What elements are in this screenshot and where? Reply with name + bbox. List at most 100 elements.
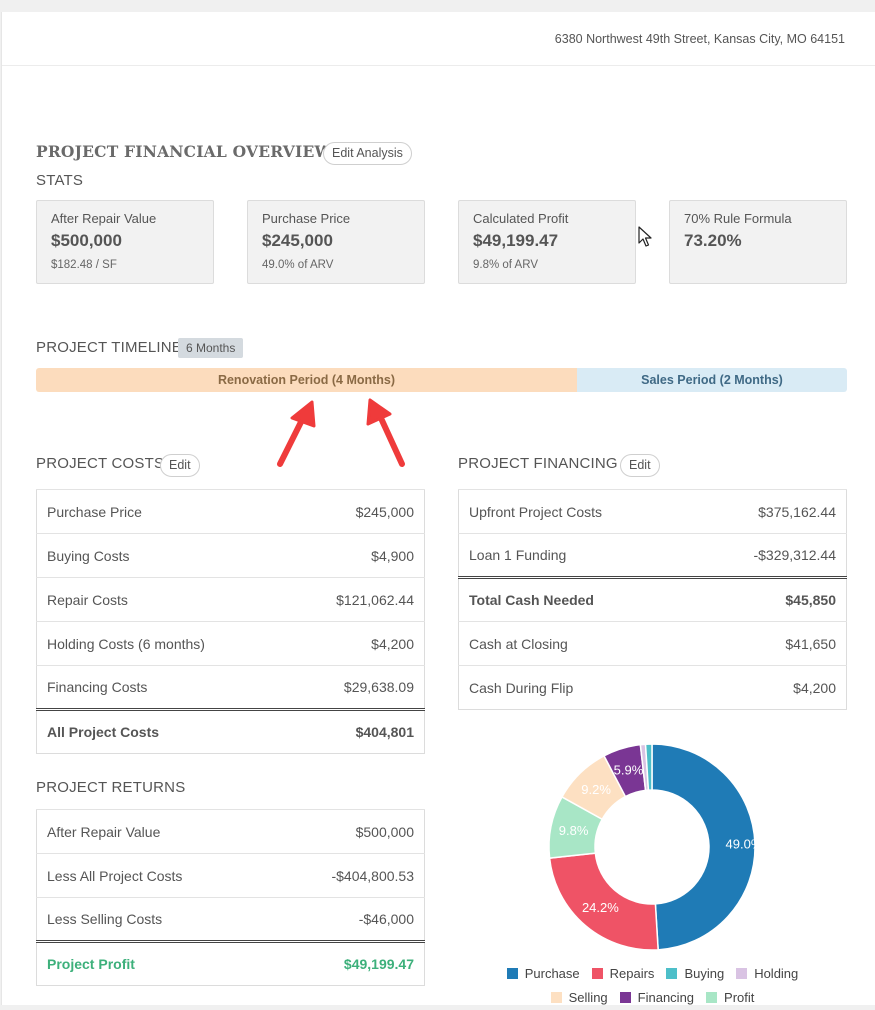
project-timeline-bar: Renovation Period (4 Months) Sales Perio…	[36, 368, 847, 392]
legend-item-purchase[interactable]: Purchase	[506, 962, 580, 985]
project-financing-title: PROJECT FINANCING	[458, 455, 618, 472]
legend-swatch	[506, 968, 518, 979]
table-row: Repair Costs $121,062.44	[36, 577, 425, 622]
red-arrow-icon	[277, 400, 316, 467]
row-value: $245,000	[286, 489, 425, 534]
row-label: Loan 1 Funding	[458, 533, 691, 578]
stat-card-calculated-profit: Calculated Profit $49,199.47 9.8% of ARV	[458, 200, 636, 284]
table-row: Upfront Project Costs $375,162.44	[458, 489, 847, 534]
row-value: $29,638.09	[286, 665, 425, 710]
stat-sub: $182.48 / SF	[51, 259, 117, 271]
row-label: Less All Project Costs	[36, 853, 271, 898]
slice-purchase[interactable]	[651, 743, 756, 951]
legend-label: Holding	[754, 966, 799, 981]
slice-buying[interactable]	[644, 743, 653, 791]
table-row: After Repair Value $500,000	[36, 809, 425, 854]
row-value: $500,000	[270, 809, 425, 854]
stat-card-70-rule: 70% Rule Formula 73.20%	[669, 200, 847, 284]
legend-item-financing[interactable]: Financing	[619, 986, 695, 1009]
row-value: $404,801	[286, 708, 425, 754]
page-title: PROJECT FINANCIAL OVERVIEW	[36, 142, 333, 161]
row-label: Total Cash Needed	[458, 576, 691, 622]
stat-label: Purchase Price	[262, 211, 351, 226]
property-address: 6380 Northwest 49th Street, Kansas City,…	[554, 31, 845, 46]
legend-row: Selling Financing Profit	[458, 986, 847, 1010]
stat-card-arv: After Repair Value $500,000 $182.48 / SF	[36, 200, 214, 284]
row-label: Holding Costs (6 months)	[36, 621, 287, 666]
edit-analysis-button[interactable]: Edit Analysis	[323, 142, 412, 165]
data-label-profit: 9.8%	[559, 823, 589, 838]
total-row: All Project Costs $404,801	[36, 708, 425, 754]
row-value: $45,850	[690, 576, 847, 622]
stat-sub: 49.0% of ARV	[262, 259, 334, 271]
legend-swatch	[619, 992, 631, 1003]
project-financing-table: Upfront Project Costs $375,162.44 Loan 1 …	[458, 489, 847, 710]
data-label-selling: 9.2%	[581, 782, 611, 797]
row-label: After Repair Value	[36, 809, 271, 854]
edit-costs-button[interactable]: Edit	[160, 454, 200, 477]
row-value: $4,200	[286, 621, 425, 666]
legend-swatch	[736, 968, 748, 979]
legend-item-buying[interactable]: Buying	[666, 962, 724, 985]
row-label: Cash During Flip	[458, 665, 691, 710]
row-label: Buying Costs	[36, 533, 287, 578]
legend-item-selling[interactable]: Selling	[550, 986, 608, 1009]
page: 6380 Northwest 49th Street, Kansas City,…	[1, 12, 875, 1005]
project-costs-table: Purchase Price $245,000 Buying Costs $4,90…	[36, 489, 425, 754]
stat-value: $49,199.47	[473, 231, 559, 250]
row-label: Project Profit	[36, 940, 271, 986]
slice-repairs[interactable]	[548, 852, 659, 951]
legend-item-holding[interactable]: Holding	[736, 962, 798, 985]
timeline-title: PROJECT TIMELINE	[36, 339, 183, 356]
chart-legend: Purchase Repairs Buying Holding Selling Finan…	[458, 962, 847, 1010]
legend-row: Purchase Repairs Buying Holding	[458, 962, 847, 986]
row-label: Purchase Price	[36, 489, 287, 534]
timeline-months-badge: 6 Months	[178, 338, 244, 358]
row-value: -$46,000	[270, 897, 425, 942]
table-row: Holding Costs (6 months) $4,200	[36, 621, 425, 666]
legend-label: Purchase	[524, 966, 580, 981]
cost-breakdown-chart: 49.0% 24.2% 9.8% 9.2% 5.9%	[542, 740, 763, 954]
stat-value: $245,000	[262, 231, 333, 250]
row-label: Less Selling Costs	[36, 897, 271, 942]
row-label: Financing Costs	[36, 665, 287, 710]
mouse-pointer-icon	[638, 226, 652, 247]
stat-label: After Repair Value	[51, 211, 157, 226]
top-bar: 6380 Northwest 49th Street, Kansas City,…	[2, 12, 875, 66]
table-row: Buying Costs $4,900	[36, 533, 425, 578]
table-row: Cash During Flip $4,200	[458, 665, 847, 710]
legend-label: Repairs	[609, 966, 655, 981]
row-value: $4,900	[286, 533, 425, 578]
stat-card-purchase-price: Purchase Price $245,000 49.0% of ARV	[247, 200, 425, 284]
row-value: $4,200	[690, 665, 847, 710]
legend-item-repairs[interactable]: Repairs	[591, 962, 655, 985]
table-row: Loan 1 Funding -$329,312.44	[458, 533, 847, 578]
legend-label: Financing	[637, 990, 695, 1005]
donut-chart: 49.0% 24.2% 9.8% 9.2%5.9%	[548, 743, 763, 951]
row-label: All Project Costs	[36, 708, 287, 754]
table-row: Less Selling Costs -$46,000	[36, 897, 425, 942]
project-returns-title: PROJECT RETURNS	[36, 779, 186, 796]
row-value: $41,650	[690, 621, 847, 666]
legend-label: Profit	[724, 990, 755, 1005]
row-value: $121,062.44	[286, 577, 425, 622]
legend-swatch	[591, 968, 603, 979]
legend-swatch	[550, 992, 562, 1003]
sales-period-segment: Sales Period (2 Months)	[577, 368, 847, 392]
row-value: $375,162.44	[690, 489, 847, 534]
legend-label: Selling	[568, 990, 608, 1005]
data-label-purchase: 49.0%	[726, 836, 762, 851]
edit-financing-button[interactable]: Edit	[620, 454, 660, 477]
row-label: Upfront Project Costs	[458, 489, 691, 534]
table-row: Purchase Price $245,000	[36, 489, 425, 534]
row-label: Cash at Closing	[458, 621, 691, 666]
legend-swatch	[706, 992, 718, 1003]
stat-label: Calculated Profit	[473, 211, 569, 226]
legend-item-profit[interactable]: Profit	[706, 986, 754, 1009]
stat-value: $500,000	[51, 231, 122, 250]
table-row: Less All Project Costs -$404,800.53	[36, 853, 425, 898]
legend-label: Buying	[684, 966, 725, 981]
row-value: -$329,312.44	[690, 533, 847, 578]
row-value: $49,199.47	[270, 940, 425, 986]
stat-sub: 9.8% of ARV	[473, 259, 538, 271]
